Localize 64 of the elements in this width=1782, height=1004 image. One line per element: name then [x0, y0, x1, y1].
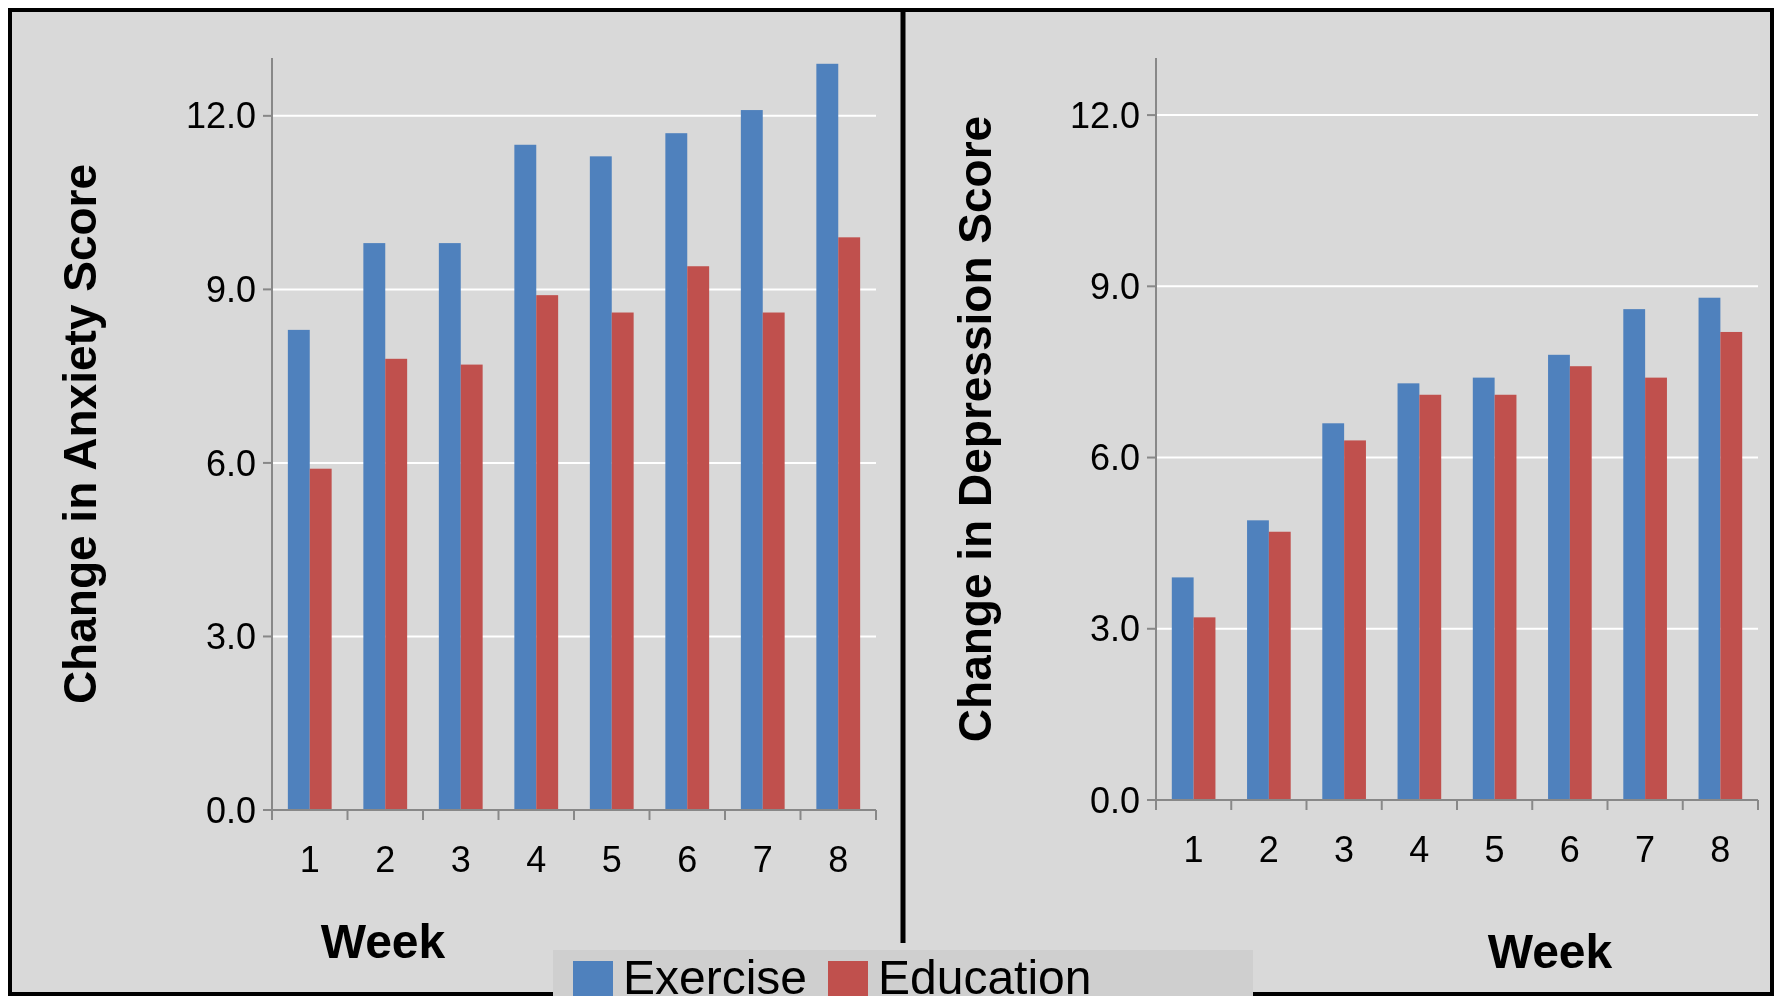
bar	[611, 312, 634, 810]
y-tick-label: 6.0	[205, 442, 256, 484]
y-tick-label: 9.0	[1089, 265, 1140, 307]
x-tick-label: 1	[1183, 829, 1204, 870]
bar	[438, 243, 461, 810]
x-tick-label: 6	[1559, 829, 1580, 870]
x-tick-label: 8	[1710, 829, 1731, 870]
bar	[514, 144, 537, 810]
y-tick-label: 3.0	[1089, 608, 1140, 650]
bar	[363, 243, 386, 810]
bar	[385, 358, 408, 810]
bar	[536, 295, 559, 810]
x-tick-label: 4	[526, 839, 547, 880]
y-tick-label: 9.0	[205, 268, 256, 310]
y-tick-label: 12.0	[1069, 94, 1140, 136]
bar	[287, 329, 310, 810]
x-tick-label: 6	[677, 839, 698, 880]
x-tick-label: 8	[828, 839, 849, 880]
y-axis-title: Change in Anxiety Score	[54, 163, 106, 705]
y-tick-label: 12.0	[185, 95, 256, 137]
bar	[1645, 377, 1667, 800]
legend-label: Education	[878, 951, 1092, 1004]
bar	[838, 237, 861, 810]
bar	[1569, 366, 1592, 800]
x-tick-label: 1	[299, 839, 320, 880]
x-axis-title: Week	[1487, 925, 1613, 978]
y-tick-label: 3.0	[205, 616, 256, 658]
x-tick-label: 3	[450, 839, 471, 880]
x-tick-label: 3	[1334, 829, 1355, 870]
bar	[589, 156, 612, 810]
x-tick-label: 2	[1258, 829, 1279, 870]
bar	[1397, 383, 1420, 800]
bar	[460, 364, 483, 810]
bar	[1171, 577, 1194, 800]
bar	[1344, 440, 1366, 800]
bar	[1419, 394, 1442, 800]
legend-label: Exercise	[623, 951, 808, 1004]
bar	[762, 312, 785, 810]
x-tick-label: 5	[1484, 829, 1505, 870]
bar	[1494, 394, 1517, 800]
y-tick-label: 0.0	[1089, 779, 1140, 821]
x-tick-label: 2	[375, 839, 396, 880]
bar	[1698, 297, 1721, 800]
bar	[1322, 423, 1345, 800]
y-tick-label: 6.0	[1089, 437, 1140, 479]
bar	[1247, 520, 1269, 800]
bar	[1268, 531, 1291, 800]
bar	[816, 63, 839, 810]
x-tick-label: 4	[1409, 829, 1430, 870]
y-tick-label: 0.0	[205, 789, 256, 831]
x-tick-label: 7	[752, 839, 773, 880]
bar	[309, 468, 332, 810]
x-axis-title: Week	[320, 915, 446, 968]
bar	[665, 133, 688, 810]
bar	[1720, 331, 1743, 800]
bar	[1623, 309, 1646, 800]
bar	[740, 110, 763, 810]
bar	[687, 266, 710, 810]
x-tick-label: 7	[1635, 829, 1656, 870]
bar	[1472, 377, 1495, 800]
bar	[1193, 617, 1216, 800]
bar	[1548, 354, 1570, 800]
y-axis-title: Change in Depression Score	[949, 115, 1001, 743]
x-tick-label: 5	[601, 839, 622, 880]
